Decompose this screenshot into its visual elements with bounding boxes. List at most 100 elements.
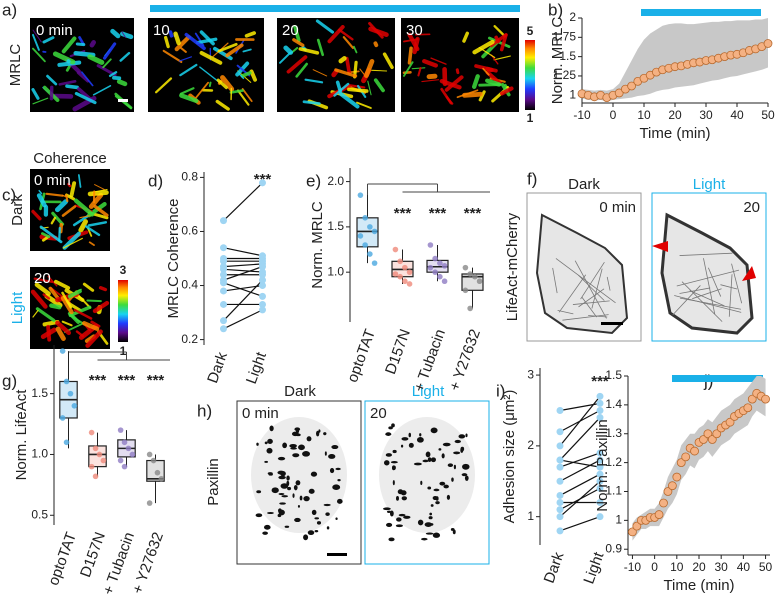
image-texture [269,425,274,432]
image-texture [61,36,77,54]
image-texture [294,517,301,523]
data-point [146,500,153,506]
image-texture [162,49,183,64]
data-point [402,264,408,271]
x-tick-label: optoTAT [344,327,379,385]
data-point [663,487,673,496]
image-texture [262,531,268,535]
image-texture [36,193,47,208]
image-texture [45,192,64,197]
image-texture [385,432,392,436]
image-texture [555,258,616,304]
image-texture [314,529,319,533]
image-texture [338,28,354,41]
data-point [71,403,78,409]
image-texture [31,209,42,221]
image-texture [168,30,174,38]
image-texture [326,526,330,530]
image-texture [327,25,345,44]
image-texture [311,509,317,515]
scale-bar [601,322,623,325]
image-texture [78,36,85,46]
image-texture [78,219,88,233]
image-texture [312,69,328,77]
image-texture [178,56,193,62]
image-texture [77,174,82,188]
image-texture [55,326,66,341]
image-texture [277,456,286,461]
data-point [220,257,227,265]
y-tick-label: 1.0 [31,447,48,461]
image-texture [307,530,315,536]
data-point [681,452,691,462]
image-texture [679,252,733,256]
image-texture [424,522,433,527]
image-texture [580,261,605,300]
image-texture [179,87,195,95]
image-texture [292,493,295,498]
y-axis-label: Norm. LifeAct [13,389,30,481]
data-point [441,263,448,269]
significance: *** [89,372,107,389]
data-point [392,246,399,253]
image-texture [443,484,449,489]
data-point [556,506,564,514]
x-tick-label: 30 [699,108,713,122]
image-texture [310,471,318,477]
image-texture [298,444,305,451]
image-texture [386,522,393,527]
image-texture [38,189,43,195]
data-point [59,348,66,354]
data-point [596,477,604,485]
image-texture [446,494,451,500]
error-band [582,18,768,102]
y-tick-label: 0.8 [181,170,198,184]
data-point [362,215,368,221]
image-texture [32,97,49,105]
image-texture [338,56,347,64]
image-texture [552,267,558,294]
image-texture [331,444,339,450]
image-texture [430,57,447,65]
image-texture [438,448,442,451]
image-texture [292,453,300,458]
image-texture [493,25,507,38]
image-texture [32,33,40,51]
frame-label: 10 [153,22,170,39]
x-tick-label: -10 [573,108,591,122]
data-point [357,192,364,198]
light-bar [641,9,761,16]
image-texture [334,68,358,78]
y-tick-label: 1.2 [605,455,622,469]
image-texture [295,480,301,486]
y-tick-label: 1.5 [559,49,576,63]
image-texture [435,501,440,505]
image-texture [293,484,298,491]
image-texture [572,300,610,305]
image-texture [86,299,102,303]
data-point [154,469,161,476]
data-point [220,271,227,279]
image-texture [451,477,454,482]
x-tick-label: 20 [668,108,682,122]
image-texture [465,433,468,438]
y-tick-label: 3 [527,367,534,381]
data-point [556,442,564,450]
image-texture [184,32,206,51]
image-texture [408,432,412,438]
image-texture [293,24,301,43]
image-texture [450,528,455,531]
data-point [556,499,564,507]
image-texture [217,42,238,53]
y-axis-label: Norm. Paxillin [594,419,611,512]
pair-line [223,282,263,297]
image-texture [75,330,85,338]
image-texture [53,279,71,290]
data-point [747,394,757,404]
x-tick-label: + Y27632 [446,327,484,393]
pair-line [223,247,263,257]
data-point [703,429,713,439]
data-point [467,305,473,312]
data-point [427,242,434,248]
y-tick-label: 1.3 [605,426,622,440]
